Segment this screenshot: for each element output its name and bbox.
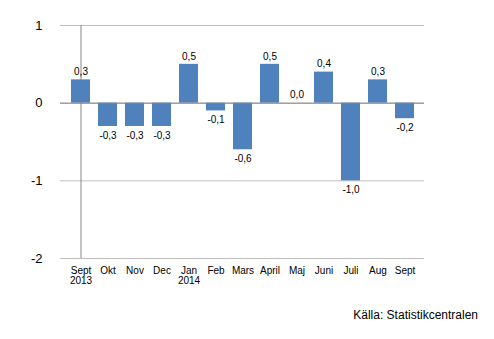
svg-text:-0,2: -0,2 [396,122,414,133]
svg-text:-2: -2 [31,251,43,266]
svg-text:0,3: 0,3 [371,66,385,77]
svg-text:-1: -1 [31,173,43,188]
svg-text:-0,3: -0,3 [126,130,144,141]
svg-text:-0,6: -0,6 [234,153,252,164]
svg-text:Juni: Juni [315,265,333,276]
svg-text:0,3: 0,3 [74,66,88,77]
svg-text:Feb: Feb [207,265,225,276]
svg-text:0,5: 0,5 [263,51,277,62]
svg-text:Sept2013: Sept2013 [70,265,93,286]
svg-text:1: 1 [35,18,42,33]
svg-text:0: 0 [35,95,42,110]
svg-text:Dec: Dec [153,265,171,276]
html-text:Källa: Statistikcentralen: Källa: Statistikcentralen [353,308,478,322]
svg-text:-0,1: -0,1 [207,114,225,125]
svg-text:Maj: Maj [289,265,305,276]
svg-text:Okt: Okt [100,265,116,276]
svg-text:0,0: 0,0 [290,89,304,100]
svg-text:Jan2014: Jan2014 [178,265,201,286]
svg-text:Sept: Sept [395,265,416,276]
svg-text:Mars: Mars [232,265,254,276]
svg-text:Juli: Juli [343,265,358,276]
svg-text:Nov: Nov [126,265,144,276]
svg-text:Aug: Aug [369,265,387,276]
svg-text:-0,3: -0,3 [153,130,171,141]
svg-text:0,5: 0,5 [182,51,196,62]
svg-text:0,4: 0,4 [317,58,331,69]
svg-text:-0,3: -0,3 [99,130,117,141]
svg-text:April: April [260,265,280,276]
svg-text:-1,0: -1,0 [342,184,360,195]
